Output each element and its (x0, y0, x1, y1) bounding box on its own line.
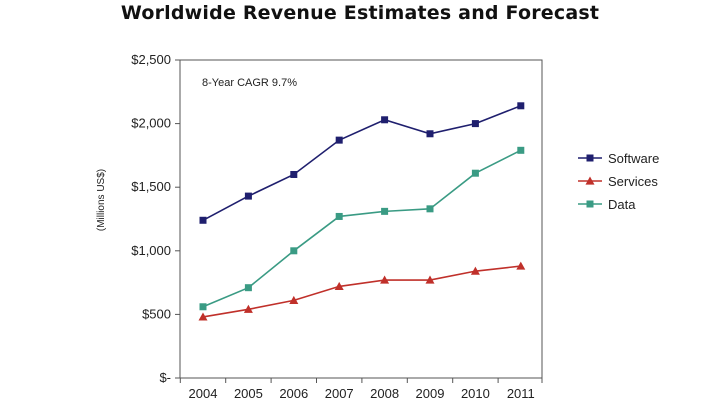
x-tick-label: 2005 (234, 386, 263, 401)
legend-marker (585, 176, 595, 185)
software-series (199, 102, 525, 224)
y-tick-label: $2,500 (131, 52, 171, 67)
services-point (198, 312, 208, 321)
legend-marker (586, 200, 594, 208)
data-point (471, 169, 479, 177)
software-point (199, 216, 207, 224)
legend-label: Services (608, 174, 658, 189)
software-point (290, 170, 298, 178)
data-point (335, 212, 343, 220)
software-point (335, 136, 343, 144)
data-point (290, 247, 298, 255)
data-point (199, 303, 207, 311)
x-tick-label: 2008 (370, 386, 399, 401)
data-point (244, 284, 252, 292)
services-point (289, 295, 299, 305)
services-point (516, 261, 526, 270)
x-tick-label: 2010 (461, 386, 490, 401)
x-axis: 2004 2005 2006 2007 2008 2009 2010 2011 (179, 378, 543, 401)
cagr-annotation: 8-Year CAGR 9.7% (202, 77, 297, 89)
x-tick-label: 2011 (507, 386, 535, 401)
services-line (202, 265, 521, 318)
data-point (517, 146, 525, 154)
legend: Software Services Data (578, 151, 659, 212)
x-tick-label: 2004 (189, 386, 218, 401)
x-tick-label: 2009 (416, 386, 445, 401)
services-point (470, 266, 480, 275)
y-tick-label: $2,000 (131, 116, 171, 131)
y-tick-label: $- (159, 370, 171, 385)
services-point (425, 275, 435, 284)
legend-item-software: Software (578, 151, 659, 166)
software-line (202, 105, 522, 221)
software-point (244, 192, 252, 200)
data-point (381, 207, 389, 215)
software-point (471, 120, 479, 128)
services-point (334, 281, 344, 291)
legend-item-data: Data (578, 197, 636, 212)
data-point (426, 205, 434, 213)
services-point (243, 304, 253, 313)
series-layer (198, 102, 526, 321)
y-tick-label: $1,500 (131, 179, 171, 194)
services-point (380, 275, 390, 284)
legend-label: Software (608, 151, 659, 166)
software-point (517, 102, 525, 110)
chart-title: Worldwide Revenue Estimates and Forecast (120, 2, 600, 24)
services-series (198, 261, 526, 321)
y-tick-label: $500 (142, 306, 171, 321)
data-series (199, 146, 525, 311)
legend-label: Data (608, 197, 636, 212)
plot-area (179, 59, 543, 379)
x-tick-label: 2007 (325, 386, 354, 401)
legend-item-services: Services (578, 174, 658, 189)
software-point (381, 116, 389, 124)
x-tick-label: 2006 (279, 386, 308, 401)
y-axis-label: (Millions US$) (96, 169, 107, 231)
software-point (426, 130, 434, 138)
y-tick-label: $1,000 (131, 243, 171, 258)
legend-marker (586, 154, 594, 162)
data-line (202, 149, 522, 308)
y-axis: $- $500 $1,000 $1,500 $2,000 $2,500 (131, 52, 180, 385)
